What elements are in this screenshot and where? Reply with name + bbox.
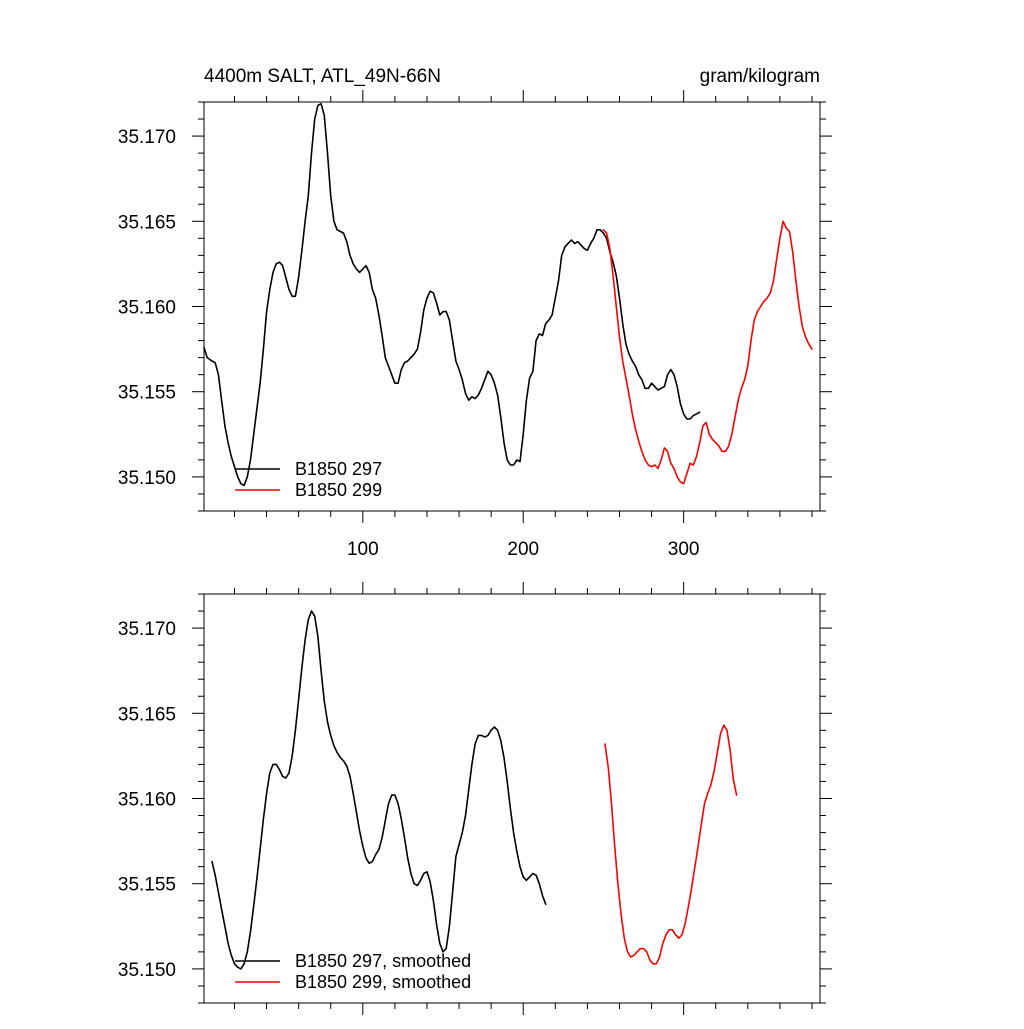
y-tick-label: 35.160 <box>118 298 176 319</box>
x-tick-label: 100 <box>347 539 379 560</box>
chart-title: 4400m SALT, ATL_49N-66N <box>204 66 441 87</box>
plot-frame <box>203 101 821 512</box>
series-line-1 <box>211 610 547 970</box>
legend-label: B1850 299, smoothed <box>295 972 471 992</box>
legend-label: B1850 297, smoothed <box>295 951 471 971</box>
series-line-1 <box>203 102 701 487</box>
series-line-2 <box>602 220 813 485</box>
units-label: gram/kilogram <box>700 66 820 87</box>
series-line-2 <box>604 724 738 965</box>
chart-panel-1: 100 200 300 35.150 35.155 35.160 35.165 35.170 B… <box>118 90 832 560</box>
plot-frame <box>203 593 821 1004</box>
y-tick-label: 35.165 <box>118 212 176 233</box>
x-tick-label: 300 <box>668 539 700 560</box>
y-tick-label: 35.150 <box>118 468 176 489</box>
y-tick-label: 35.155 <box>118 875 176 896</box>
y-tick-label: 35.155 <box>118 383 176 404</box>
legend-label: B1850 299 <box>295 480 382 500</box>
y-tick-label: 35.160 <box>118 790 176 811</box>
y-tick-label: 35.150 <box>118 960 176 981</box>
y-tick-label: 35.170 <box>118 619 176 640</box>
y-tick-label: 35.165 <box>118 704 176 725</box>
y-tick-label: 35.170 <box>118 127 176 148</box>
chart-panel-2: 35.150 35.155 35.160 35.165 35.170 B1850 297,… <box>118 582 832 1015</box>
x-tick-label: 200 <box>507 539 539 560</box>
legend-label: B1850 297 <box>295 459 382 479</box>
